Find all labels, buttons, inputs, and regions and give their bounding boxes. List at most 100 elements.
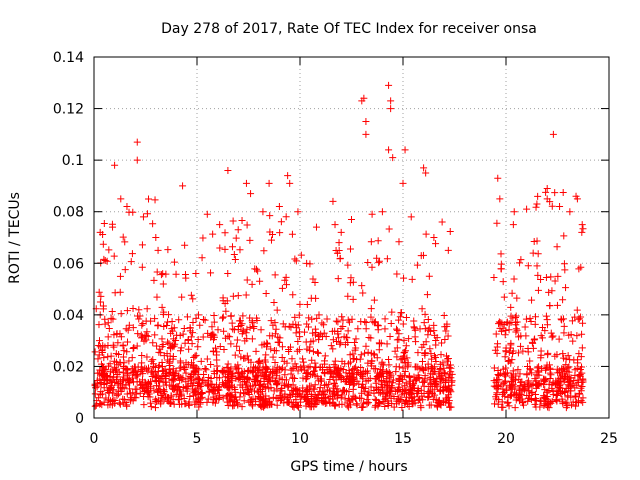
data-point	[267, 317, 275, 325]
data-point	[221, 300, 229, 308]
data-point	[424, 360, 432, 368]
data-point	[400, 336, 408, 344]
data-point	[419, 251, 427, 259]
data-point	[326, 398, 334, 406]
data-point	[544, 349, 552, 357]
data-point	[216, 343, 224, 351]
data-point	[155, 361, 163, 369]
data-point	[368, 263, 376, 271]
data-point	[327, 369, 335, 377]
data-point	[175, 400, 183, 408]
data-point	[320, 381, 328, 389]
data-point	[499, 365, 507, 373]
data-point	[306, 363, 314, 371]
data-point	[318, 395, 326, 403]
data-point	[569, 398, 577, 406]
data-point	[228, 243, 236, 251]
data-point	[362, 342, 370, 350]
data-point	[267, 345, 275, 353]
data-point	[179, 330, 187, 338]
data-point	[203, 398, 211, 406]
data-point	[272, 325, 280, 333]
data-point	[346, 358, 354, 366]
data-point	[546, 365, 554, 373]
data-point	[135, 315, 143, 323]
data-point	[281, 323, 289, 331]
data-point	[150, 276, 158, 284]
data-point	[269, 365, 277, 373]
data-point	[358, 282, 366, 290]
data-point	[445, 364, 453, 372]
data-point	[401, 398, 409, 406]
data-point	[276, 229, 284, 237]
data-point	[163, 321, 171, 329]
data-point	[248, 335, 256, 343]
data-point	[289, 364, 297, 372]
data-point	[508, 356, 516, 364]
data-point	[329, 372, 337, 380]
data-point	[309, 348, 317, 356]
data-point	[231, 351, 239, 359]
data-point	[128, 354, 136, 362]
data-point	[265, 385, 273, 393]
data-point	[329, 395, 337, 403]
data-point	[331, 390, 339, 398]
data-point	[490, 364, 498, 372]
data-point	[562, 284, 570, 292]
data-point	[395, 238, 403, 246]
data-point	[358, 404, 366, 412]
data-point	[562, 404, 570, 412]
data-point	[357, 364, 365, 372]
data-point	[367, 305, 375, 313]
data-point	[339, 316, 347, 324]
data-point	[411, 363, 419, 371]
data-point	[574, 356, 582, 364]
data-point	[293, 363, 301, 371]
data-point	[204, 395, 212, 403]
data-point	[273, 385, 281, 393]
data-point	[371, 395, 379, 403]
data-point	[578, 330, 586, 338]
data-point	[329, 336, 337, 344]
data-point	[107, 352, 115, 360]
data-point	[538, 365, 546, 373]
data-point	[106, 360, 114, 368]
data-point	[409, 380, 417, 388]
data-point	[254, 358, 262, 366]
data-point	[244, 386, 252, 394]
data-point	[436, 365, 444, 373]
data-point	[541, 397, 549, 405]
data-point	[154, 246, 162, 254]
data-point	[347, 369, 355, 377]
data-point	[129, 345, 137, 353]
data-point	[501, 331, 509, 339]
data-point	[387, 394, 395, 402]
data-point	[178, 293, 186, 301]
data-point	[344, 261, 352, 269]
data-point	[546, 198, 554, 206]
data-point	[279, 364, 287, 372]
data-point	[106, 385, 114, 393]
data-point	[120, 347, 128, 355]
data-point	[207, 386, 215, 394]
data-point	[280, 399, 288, 407]
data-point	[418, 305, 426, 313]
data-point	[98, 390, 106, 398]
data-point	[421, 325, 429, 333]
data-point	[554, 272, 562, 280]
data-point	[435, 370, 443, 378]
data-point	[167, 400, 175, 408]
data-point	[172, 367, 180, 375]
data-point	[116, 400, 124, 408]
data-point	[414, 349, 422, 357]
data-point	[277, 218, 285, 226]
data-point	[350, 354, 358, 362]
data-point	[91, 348, 99, 356]
data-point	[526, 365, 534, 373]
data-point	[219, 394, 227, 402]
data-point	[527, 396, 535, 404]
data-point	[120, 353, 128, 361]
data-point	[295, 311, 303, 319]
data-point	[446, 403, 454, 411]
